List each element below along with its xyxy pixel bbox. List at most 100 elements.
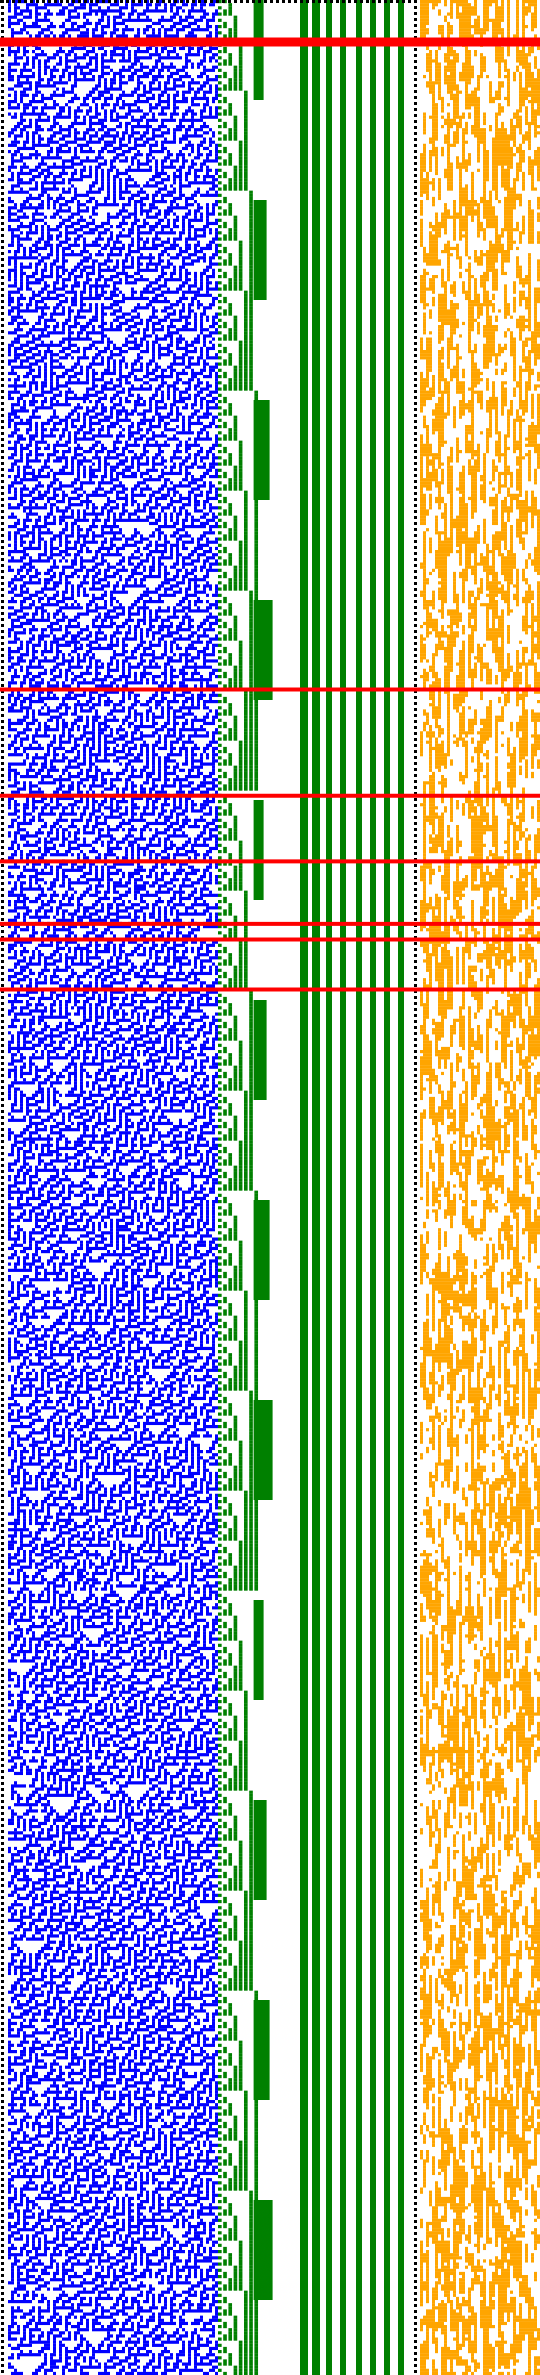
left-cell — [200, 515, 206, 519]
left-cell — [8, 440, 11, 444]
left-cell — [206, 431, 209, 435]
left-cell — [8, 112, 11, 116]
left-cell — [110, 93, 113, 97]
left-cell — [35, 590, 44, 594]
left-cell — [86, 365, 92, 369]
left-cell — [212, 134, 215, 138]
left-cell — [128, 559, 131, 563]
left-cell — [167, 393, 170, 397]
left-cell — [95, 671, 101, 676]
left-cell — [119, 68, 131, 72]
left-cell — [44, 368, 47, 372]
left-cell — [14, 837, 17, 841]
left-cell — [56, 796, 74, 801]
left-cell — [131, 125, 152, 129]
left-cell — [122, 131, 128, 135]
left-cell — [26, 853, 32, 857]
left-cell — [83, 115, 86, 119]
left-cell — [125, 806, 128, 810]
left-cell — [185, 203, 194, 207]
left-cell — [71, 678, 77, 682]
left-cell — [80, 368, 83, 372]
left-cell — [125, 581, 128, 585]
left-cell — [194, 278, 197, 282]
left-cell — [182, 259, 185, 263]
left-cell — [89, 468, 101, 472]
left-cell — [194, 456, 197, 460]
left-cell — [119, 368, 122, 372]
left-cell — [17, 103, 20, 107]
left-cell — [131, 331, 140, 335]
left-cell — [83, 575, 89, 579]
left-cell — [20, 115, 23, 119]
left-cell — [56, 803, 62, 807]
left-cell — [191, 462, 197, 466]
left-cell — [8, 612, 17, 616]
left-cell — [56, 50, 65, 54]
left-cell — [53, 615, 56, 619]
left-cell — [194, 250, 203, 254]
left-cell — [89, 525, 98, 529]
left-cell — [188, 584, 191, 588]
left-cell — [74, 615, 80, 619]
left-cell — [107, 6, 110, 10]
left-cell — [107, 428, 110, 432]
left-cell — [44, 284, 50, 288]
left-cell — [188, 378, 194, 382]
left-cell — [17, 434, 23, 438]
left-cell — [122, 509, 128, 513]
left-cell — [104, 459, 107, 463]
left-cell — [23, 484, 26, 488]
left-cell — [128, 346, 140, 351]
left-cell — [8, 665, 14, 669]
left-cell — [182, 306, 185, 310]
left-cell — [155, 103, 161, 107]
left-cell — [209, 675, 212, 679]
left-cell — [200, 690, 203, 694]
left-cell — [23, 759, 26, 763]
left-cell — [23, 62, 29, 66]
left-cell — [122, 556, 125, 560]
left-cell — [188, 218, 203, 222]
left-cell — [185, 871, 197, 876]
left-cell — [149, 53, 161, 57]
left-cell — [149, 259, 152, 263]
left-cell — [125, 184, 140, 188]
left-cell — [14, 265, 17, 269]
left-cell — [191, 300, 194, 304]
left-cell — [203, 65, 206, 69]
left-cell — [134, 34, 140, 38]
left-cell — [11, 740, 17, 744]
left-cell — [209, 365, 218, 369]
left-cell — [200, 278, 203, 282]
left-cell — [77, 537, 80, 541]
left-cell — [83, 450, 92, 454]
left-cell — [59, 78, 62, 82]
left-cell — [65, 578, 68, 582]
left-cell — [182, 556, 191, 560]
left-cell — [203, 778, 206, 782]
left-cell — [182, 303, 185, 307]
left-cell — [53, 634, 56, 638]
left-cell — [128, 512, 137, 516]
left-cell — [23, 246, 26, 251]
left-cell — [209, 31, 212, 35]
left-cell — [89, 253, 92, 257]
left-cell — [185, 750, 188, 754]
left-cell — [122, 206, 125, 210]
left-cell — [146, 193, 149, 197]
left-cell — [215, 9, 218, 13]
left-cell — [200, 565, 206, 569]
left-cell — [164, 843, 167, 847]
left-cell — [209, 509, 212, 513]
left-cell — [38, 259, 44, 263]
left-cell — [203, 512, 209, 516]
left-cell — [95, 665, 104, 669]
left-cell — [155, 728, 164, 732]
left-cell — [20, 493, 32, 497]
left-cell — [74, 315, 86, 319]
left-cell — [41, 187, 59, 191]
left-cell — [29, 556, 32, 560]
left-cell — [164, 537, 167, 541]
left-cell — [44, 850, 50, 854]
